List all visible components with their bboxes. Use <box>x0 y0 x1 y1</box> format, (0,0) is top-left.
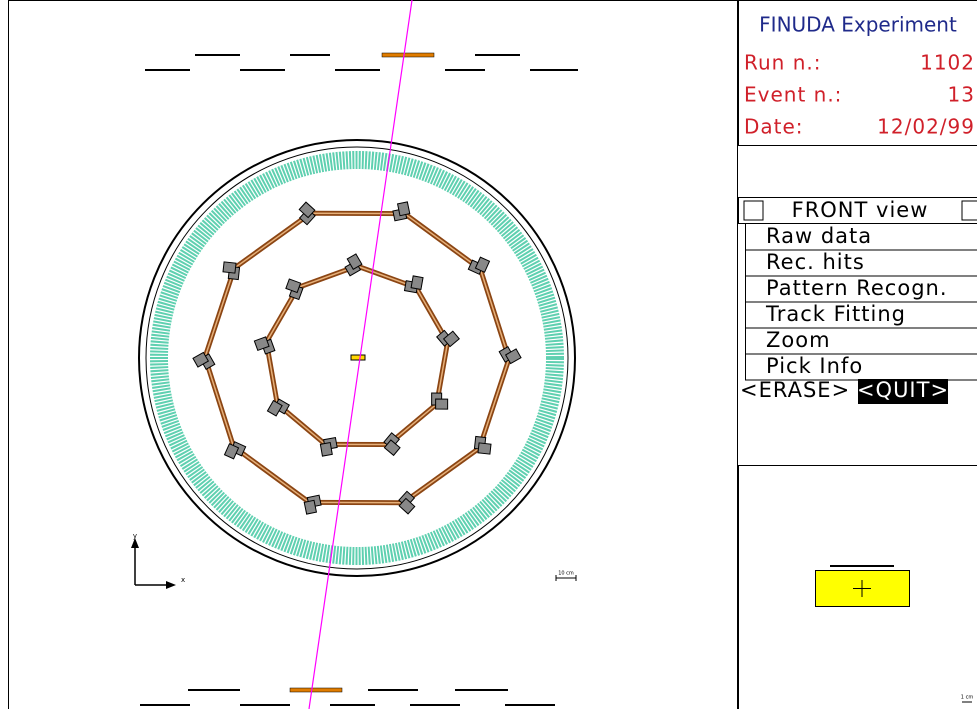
outer-layer-core <box>480 269 509 358</box>
y-axis-label: y <box>133 532 137 540</box>
outer-layer-core <box>234 447 310 503</box>
run-number: 1102 <box>920 51 975 75</box>
detector-view <box>139 0 578 709</box>
module-box <box>304 500 316 514</box>
menu-item[interactable]: Zoom <box>766 328 831 352</box>
event-label: Event n.: <box>744 83 842 107</box>
zoom-scale-label: 1 cm <box>961 695 974 701</box>
menu-item[interactable]: Rec. hits <box>766 250 865 274</box>
view-title: FRONT view <box>792 198 929 222</box>
date-label: Date: <box>744 115 804 139</box>
hit-strip <box>382 53 434 57</box>
module-box <box>411 276 423 290</box>
menu-item[interactable]: Track Fitting <box>765 302 906 326</box>
outer-layer-core <box>405 214 481 270</box>
hit-strip <box>290 688 342 692</box>
run-label: Run n.: <box>744 51 821 75</box>
scale-label: 10 cm <box>558 571 574 577</box>
outer-layer-core <box>234 213 310 268</box>
quit-button[interactable]: <QUIT> <box>857 378 949 402</box>
module-box <box>478 443 491 454</box>
menu-item[interactable]: Pick Info <box>766 354 863 378</box>
module-box <box>320 443 332 457</box>
module-box <box>223 262 236 273</box>
erase-button[interactable]: <ERASE> <box>740 378 850 402</box>
outer-layer-core <box>205 357 234 446</box>
module-box <box>436 399 448 409</box>
x-arrow-head <box>166 581 176 589</box>
outer-layer-core <box>205 268 234 357</box>
outer-layer-core <box>403 448 479 503</box>
target <box>351 355 365 360</box>
x-axis-label: x <box>181 576 185 584</box>
checkbox[interactable] <box>744 201 763 220</box>
experiment-title: FINUDA Experiment <box>759 13 957 37</box>
checkbox[interactable] <box>962 201 977 220</box>
menu-item[interactable]: Raw data <box>766 224 872 248</box>
date-value: 12/02/99 <box>877 115 975 139</box>
module-box <box>398 202 410 216</box>
event-number: 13 <box>948 83 975 107</box>
track <box>309 0 412 709</box>
module-box <box>286 279 301 293</box>
main-view-frame <box>9 1 738 710</box>
menu-item[interactable]: Pattern Recogn. <box>766 276 948 300</box>
outer-layer-core <box>480 359 509 448</box>
